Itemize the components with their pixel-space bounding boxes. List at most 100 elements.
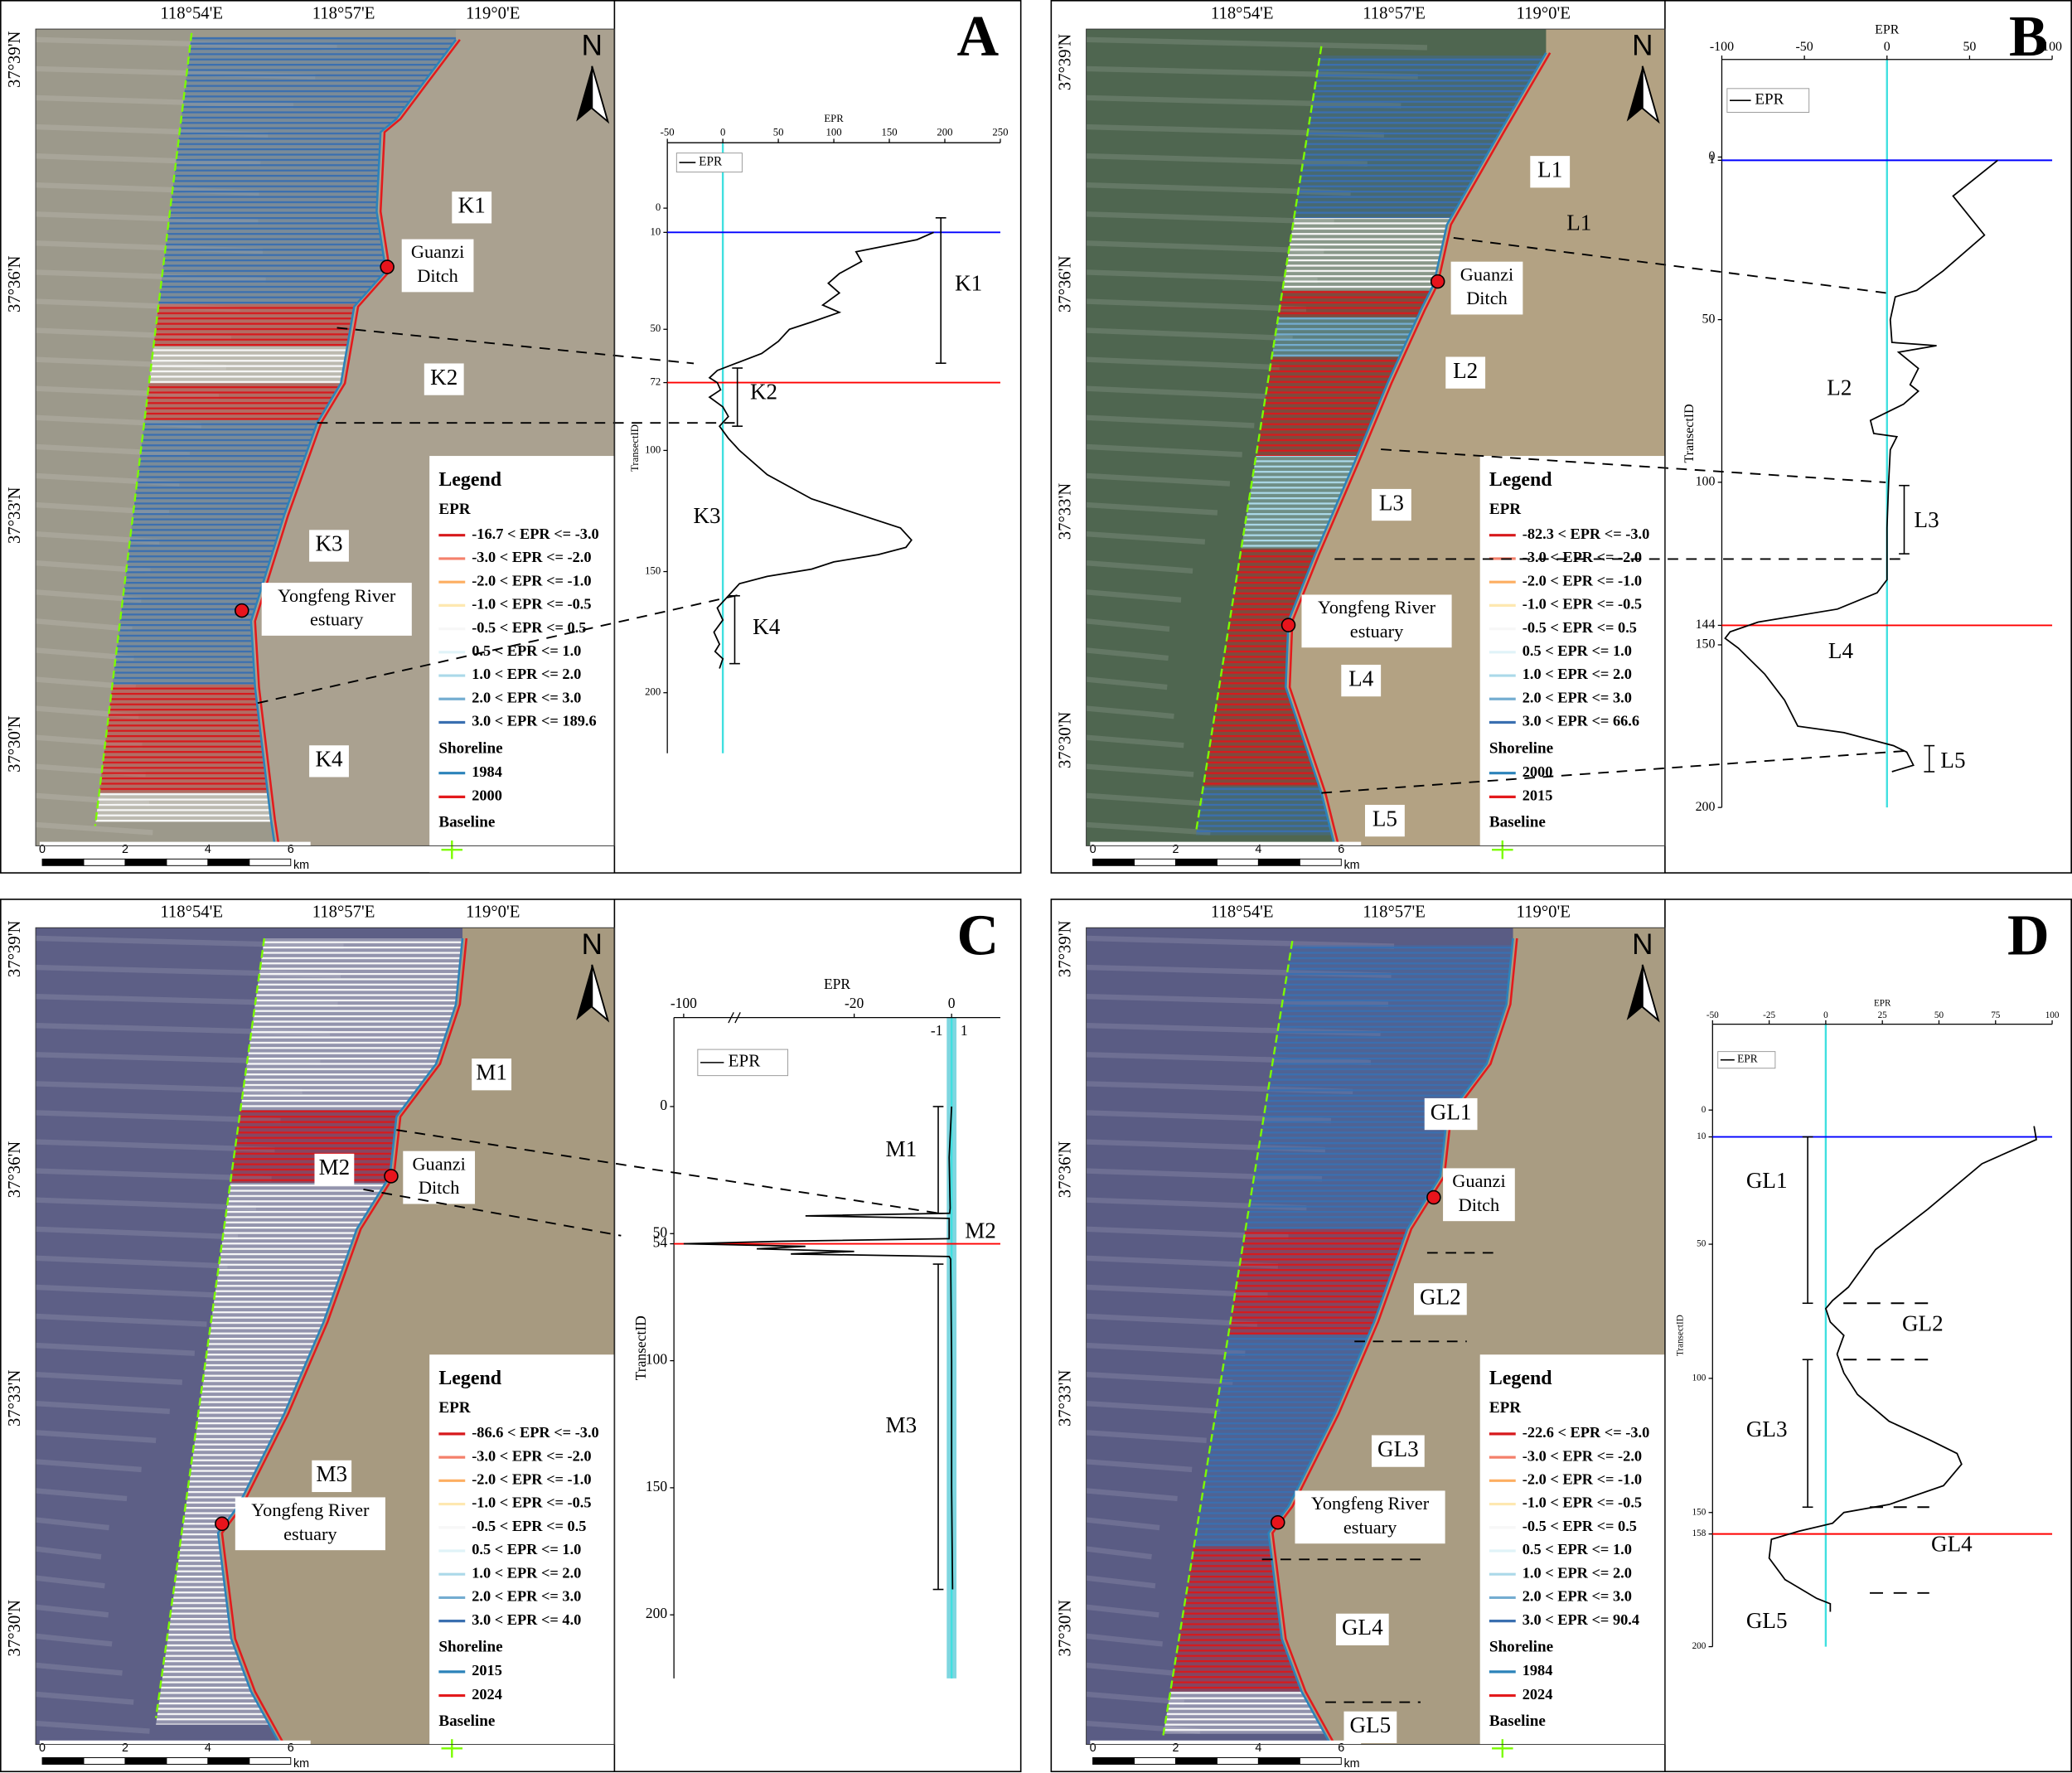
- legend-label: EPR: [699, 155, 723, 169]
- north-arrow-right: [1641, 964, 1660, 1023]
- legend-label: -2.0 < EPR <= -1.0: [1523, 572, 1642, 589]
- zone-label: GL1: [1431, 1099, 1472, 1124]
- land-texture: [1086, 385, 1267, 400]
- legend-label: 2000: [1523, 763, 1553, 780]
- north-label: N: [582, 30, 603, 62]
- scale-seg: [41, 858, 85, 866]
- legend-label: 2.0 < EPR <= 3.0: [472, 1588, 581, 1605]
- land-texture: [36, 1488, 128, 1502]
- zone-label: L1: [1566, 210, 1591, 235]
- transect-zone: [1256, 356, 1400, 457]
- land-texture: [36, 1720, 150, 1734]
- scale-label: 0: [39, 843, 46, 856]
- zone-label: L3: [1379, 490, 1404, 515]
- transect-zone: [1195, 786, 1333, 836]
- place-label: estuary: [1343, 1517, 1397, 1538]
- legend-box: [1717, 1051, 1776, 1069]
- zone-label: M3: [316, 1461, 347, 1486]
- zone-label: K4: [753, 614, 781, 639]
- zone-label: K3: [315, 531, 342, 556]
- panel: GL1 GL2 GL3 GL4 GL5 Guanzi Ditch Yongfeng River…: [1050, 899, 2072, 1773]
- legend-label: 3.0 < EPR <= 90.4: [1523, 1611, 1639, 1628]
- place-label: Yongfeng River: [278, 585, 396, 606]
- lat-label: 37°33'N: [1056, 1370, 1074, 1427]
- lat-label: 37°33'N: [6, 487, 24, 544]
- legend-label: -1.0 < EPR <= -0.5: [472, 596, 591, 613]
- scale-seg: [1134, 1757, 1176, 1765]
- transect-zone: [95, 792, 272, 822]
- scale-label: 4: [1255, 843, 1261, 856]
- zone-label: L4: [1348, 666, 1374, 690]
- shoreline-new: [1271, 937, 1518, 1745]
- transect-zone: [148, 346, 348, 384]
- land-texture: [1086, 414, 1255, 429]
- land-texture: [1086, 240, 1324, 254]
- land-texture: [36, 1604, 109, 1618]
- connector: [257, 593, 741, 705]
- panel-label: C: [957, 903, 1000, 967]
- lon-label: 118°54'E: [1211, 4, 1274, 22]
- scale-unit: km: [1343, 859, 1359, 872]
- zone-label: L3: [1915, 507, 1939, 532]
- land-texture: [36, 1197, 257, 1211]
- place-label: Ditch: [1466, 288, 1508, 308]
- legend-label: 1.0 < EPR <= 2.0: [472, 1564, 581, 1581]
- transect-zone: [230, 1110, 402, 1183]
- land-texture: [36, 1371, 182, 1385]
- map-frame: [35, 28, 615, 846]
- zone-label: K2: [430, 365, 457, 390]
- y-axis-label: TransectID: [1682, 404, 1697, 463]
- y-tick-label: 10: [650, 225, 661, 237]
- legend-label: 1984: [472, 763, 502, 780]
- x-tick-label: 0: [948, 995, 956, 1011]
- land-texture: [1086, 211, 1334, 225]
- zone-label: K4: [315, 747, 343, 772]
- place-box: [1443, 1168, 1515, 1222]
- zone-label-box: [314, 1153, 355, 1186]
- legend-label: 2.0 < EPR <= 3.0: [1523, 689, 1632, 705]
- legend-box: [1479, 456, 1665, 873]
- x-tick-label: 100: [2045, 1010, 2060, 1020]
- place-marker: [235, 603, 249, 618]
- place-label: Yongfeng River: [251, 1499, 370, 1520]
- y-tick-label: 0: [1702, 1105, 1706, 1115]
- legend-label: EPR: [1737, 1053, 1758, 1065]
- legend-heading: EPR: [438, 1399, 470, 1417]
- legend-label: 1.0 < EPR <= 2.0: [1523, 1564, 1632, 1581]
- land-texture: [1086, 1662, 1174, 1676]
- land-texture: [1086, 472, 1231, 487]
- scale-seg: [1257, 1757, 1300, 1765]
- legend-label: -2.0 < EPR <= -1.0: [472, 1471, 591, 1488]
- zone-label: L5: [1940, 748, 1965, 773]
- transect-zone: [112, 420, 319, 685]
- legend-label: 2.0 < EPR <= 3.0: [472, 689, 581, 705]
- x-tick-label: -50: [1706, 1010, 1719, 1020]
- scale-label: 2: [122, 843, 128, 856]
- land-texture: [1086, 560, 1193, 574]
- x-axis-label: EPR: [1875, 22, 1900, 36]
- baseline: [154, 937, 266, 1718]
- scale-unit: km: [293, 859, 309, 872]
- y-tick-label: 72: [650, 375, 661, 387]
- place-marker: [1270, 1514, 1285, 1530]
- y-tick-label: 158: [1692, 1528, 1706, 1538]
- transect-zone: [1193, 1335, 1369, 1547]
- legend-label: -22.6 < EPR <= -3.0: [1523, 1424, 1650, 1441]
- connector: [363, 1188, 622, 1237]
- legend-label: -0.5 < EPR <= 0.5: [472, 619, 586, 636]
- band-label: 1: [961, 1022, 968, 1039]
- zone-label-box: [312, 1460, 352, 1493]
- zone-label-box: [1413, 1283, 1467, 1315]
- land-texture: [1086, 1430, 1207, 1444]
- zone-label-box: [1530, 156, 1571, 188]
- zone-label: M2: [319, 1155, 351, 1180]
- y-tick-label: 100: [645, 443, 661, 455]
- panel-label: A: [957, 4, 1000, 69]
- lon-label: 118°54'E: [160, 4, 223, 22]
- transect-zone: [1203, 548, 1319, 787]
- y-tick-label: 100: [1696, 474, 1716, 488]
- y-tick-label: 100: [646, 1351, 668, 1368]
- lon-label: 119°0'E: [1517, 903, 1571, 921]
- zone-label: GL3: [1377, 1436, 1419, 1461]
